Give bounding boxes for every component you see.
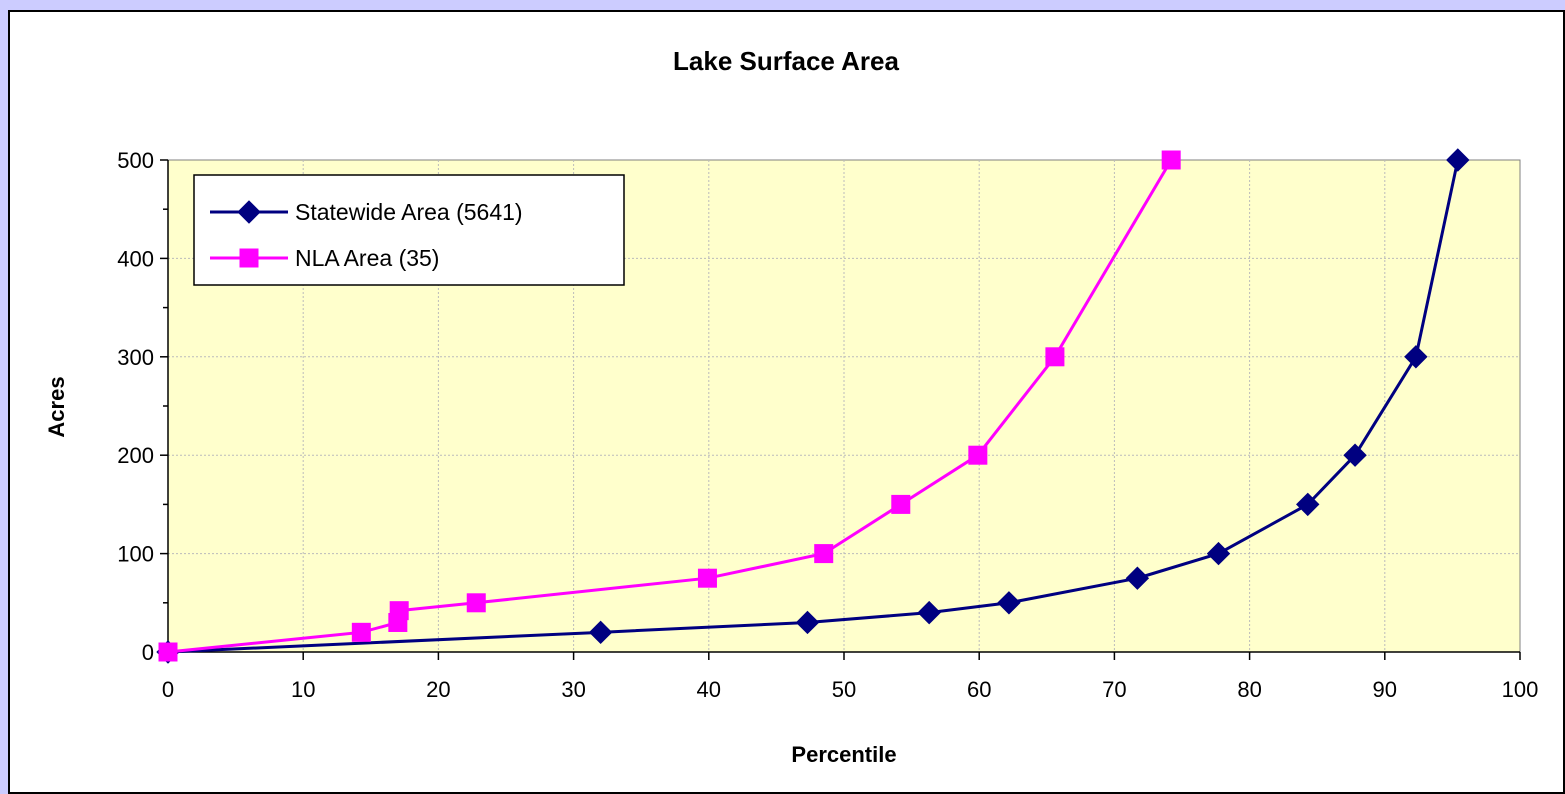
data-point-diamond — [1296, 492, 1320, 517]
x-tick-label: 10 — [291, 677, 315, 702]
chart-window: Lake Surface Area 0 10 20 30 40 50 60 70 80 90 100… — [8, 10, 1565, 794]
data-point-diamond — [917, 600, 941, 625]
data-point-square — [1161, 150, 1181, 170]
y-axis-title: Acres — [44, 376, 69, 437]
x-tick-label: 90 — [1373, 677, 1397, 702]
y-tick-label: 300 — [117, 345, 154, 370]
data-point-square — [697, 568, 717, 588]
data-point-diamond — [1125, 566, 1150, 590]
data-point-square — [968, 445, 988, 465]
legend-entry: Statewide Area (5641) — [210, 199, 523, 225]
data-point-diamond — [997, 591, 1021, 615]
data-point-square — [158, 642, 178, 662]
x-tick-label: 0 — [162, 677, 174, 702]
data-point-square — [389, 601, 409, 621]
legend-marker — [237, 200, 261, 224]
data-point-square — [814, 544, 834, 564]
series-2 — [158, 150, 1181, 662]
axes — [160, 159, 1521, 660]
series-1 — [156, 148, 1470, 664]
data-point-diamond — [795, 610, 820, 635]
x-tick-label: 100 — [1502, 677, 1539, 702]
chart-title: Lake Surface Area — [673, 46, 899, 76]
data-point-diamond — [588, 620, 613, 645]
legend: Statewide Area (5641) NLA Area (35) — [193, 174, 625, 286]
x-axis-title: Percentile — [791, 742, 896, 767]
x-tick-label: 30 — [561, 677, 585, 702]
x-tick-label: 70 — [1102, 677, 1126, 702]
x-tick-label: 60 — [967, 677, 991, 702]
x-tick-label: 20 — [426, 677, 450, 702]
y-tick-label: 400 — [117, 246, 154, 271]
legend-label: Statewide Area (5641) — [295, 199, 523, 225]
series-layer — [156, 148, 1470, 664]
data-point-diamond — [1404, 345, 1428, 369]
legend-box — [193, 174, 625, 286]
legend-marker — [239, 248, 259, 268]
x-tick-label: 50 — [832, 677, 856, 702]
line-chart: Lake Surface Area 0 10 20 30 40 50 60 70 80 90 100… — [44, 46, 1538, 767]
data-point-diamond — [1446, 148, 1470, 172]
x-tick-label: 80 — [1237, 677, 1261, 702]
data-point-diamond — [1206, 541, 1231, 566]
data-point-square — [1045, 347, 1065, 367]
legend-entry: NLA Area (35) — [210, 245, 439, 271]
y-tick-label: 0 — [142, 640, 154, 665]
data-point-diamond — [1343, 443, 1367, 467]
data-point-square — [466, 593, 486, 613]
tick-labels: 0 10 20 30 40 50 60 70 80 90 100 0 100 200 300 400 500 — [117, 148, 1538, 702]
legend-label: NLA Area (35) — [295, 245, 439, 271]
data-point-square — [351, 622, 371, 642]
x-tick-label: 40 — [697, 677, 721, 702]
y-tick-label: 100 — [117, 542, 154, 567]
y-tick-label: 200 — [117, 443, 154, 468]
y-tick-label: 500 — [117, 148, 154, 173]
data-point-square — [891, 494, 911, 514]
